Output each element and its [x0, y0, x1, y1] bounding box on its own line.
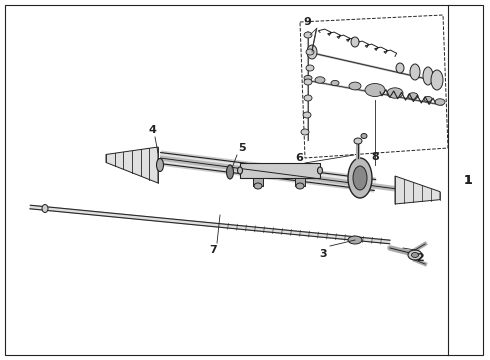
Ellipse shape: [424, 96, 432, 102]
Ellipse shape: [412, 252, 418, 257]
Text: 8: 8: [371, 152, 379, 162]
Ellipse shape: [304, 79, 312, 85]
Bar: [240, 163, 320, 178]
Ellipse shape: [387, 88, 403, 98]
Text: 3: 3: [319, 249, 327, 259]
Text: 1: 1: [464, 174, 472, 186]
Ellipse shape: [238, 167, 243, 174]
Ellipse shape: [304, 75, 312, 81]
Ellipse shape: [365, 84, 385, 96]
Text: 4: 4: [148, 125, 156, 135]
Ellipse shape: [156, 158, 164, 171]
Polygon shape: [106, 147, 158, 183]
Ellipse shape: [410, 64, 420, 80]
Polygon shape: [395, 176, 440, 204]
Ellipse shape: [226, 165, 234, 179]
Ellipse shape: [435, 99, 445, 105]
Text: 1: 1: [464, 174, 472, 186]
Ellipse shape: [349, 82, 361, 90]
Text: 7: 7: [209, 245, 217, 255]
Text: 6: 6: [295, 153, 303, 163]
Ellipse shape: [396, 63, 404, 73]
Ellipse shape: [331, 80, 339, 86]
Ellipse shape: [353, 166, 367, 190]
Ellipse shape: [408, 250, 422, 260]
Ellipse shape: [315, 77, 325, 83]
Ellipse shape: [348, 236, 362, 244]
Ellipse shape: [303, 112, 311, 118]
Bar: [253, 178, 263, 186]
Ellipse shape: [408, 93, 418, 99]
Ellipse shape: [307, 45, 317, 59]
Ellipse shape: [306, 49, 314, 55]
Ellipse shape: [304, 32, 312, 38]
Bar: [295, 178, 305, 186]
Ellipse shape: [354, 138, 362, 144]
Ellipse shape: [254, 183, 262, 189]
Text: 5: 5: [238, 143, 246, 153]
Ellipse shape: [296, 183, 304, 189]
Ellipse shape: [301, 129, 309, 135]
Ellipse shape: [351, 37, 359, 47]
Ellipse shape: [348, 158, 372, 198]
Ellipse shape: [42, 204, 48, 212]
Ellipse shape: [304, 95, 312, 101]
Ellipse shape: [361, 134, 367, 139]
Text: 2: 2: [416, 253, 424, 263]
Ellipse shape: [318, 167, 322, 174]
Text: 9: 9: [303, 17, 311, 27]
Ellipse shape: [431, 70, 443, 90]
Ellipse shape: [423, 67, 433, 85]
Ellipse shape: [306, 65, 314, 71]
